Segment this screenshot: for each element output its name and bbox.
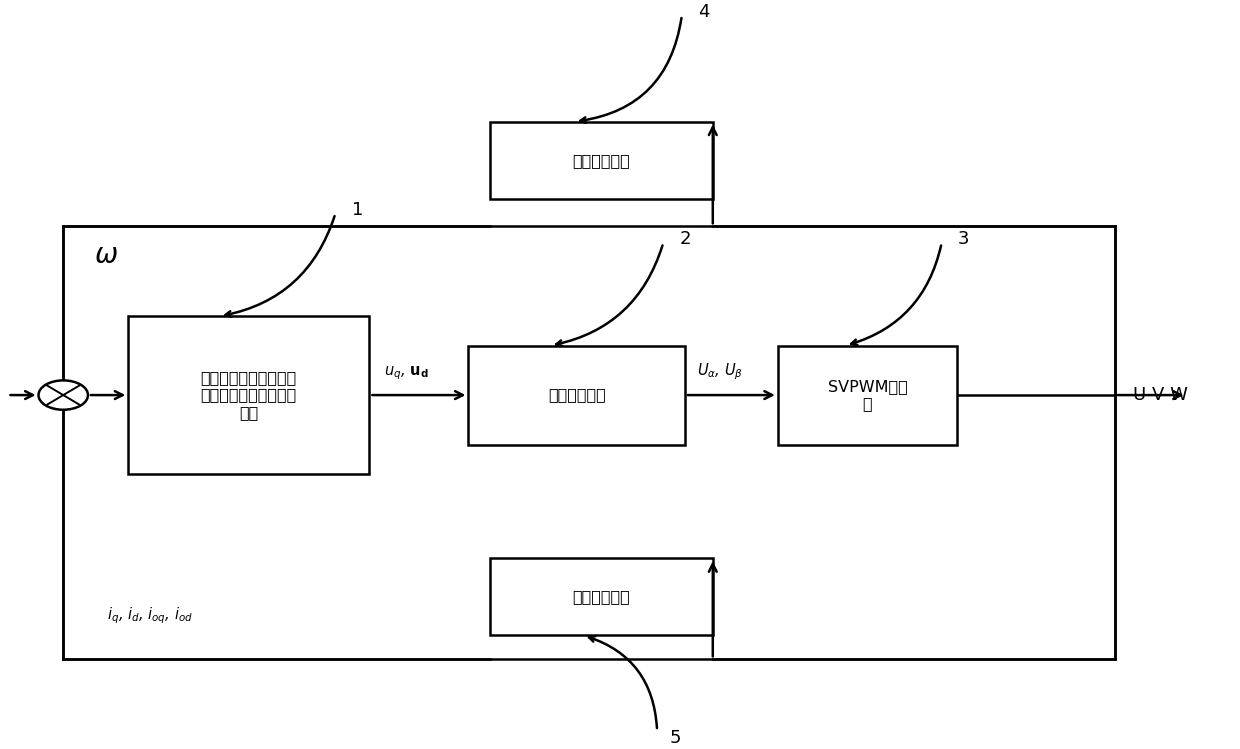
Text: 电流检测单元: 电流检测单元 — [573, 589, 630, 604]
Text: $u_q$, $\mathbf{u_d}$: $u_q$, $\mathbf{u_d}$ — [384, 364, 429, 382]
FancyBboxPatch shape — [490, 121, 713, 198]
Text: 转速检测单元: 转速检测单元 — [573, 153, 630, 168]
FancyBboxPatch shape — [469, 345, 684, 445]
Circle shape — [38, 380, 88, 410]
Text: $U_\alpha$, $U_\beta$: $U_\alpha$, $U_\beta$ — [697, 361, 744, 382]
Text: SVPWM逆变
器: SVPWM逆变 器 — [827, 379, 908, 411]
Text: $\omega$: $\omega$ — [94, 241, 118, 269]
FancyBboxPatch shape — [490, 559, 713, 635]
Text: 2: 2 — [680, 230, 691, 248]
Text: $i_q$, $i_d$, $i_{oq}$, $i_{od}$: $i_q$, $i_d$, $i_{oq}$, $i_{od}$ — [107, 606, 192, 626]
Text: 基于状态受限的永磁同
步电机模糊位置跟踪控
制器: 基于状态受限的永磁同 步电机模糊位置跟踪控 制器 — [201, 370, 296, 420]
Text: 4: 4 — [698, 2, 709, 20]
FancyBboxPatch shape — [128, 316, 370, 474]
FancyBboxPatch shape — [777, 345, 957, 445]
Text: 坐标变换单元: 坐标变换单元 — [548, 387, 605, 402]
Text: U V W: U V W — [1133, 386, 1188, 404]
Text: 5: 5 — [670, 730, 681, 748]
Text: 3: 3 — [957, 230, 970, 248]
Text: 1: 1 — [351, 201, 363, 219]
